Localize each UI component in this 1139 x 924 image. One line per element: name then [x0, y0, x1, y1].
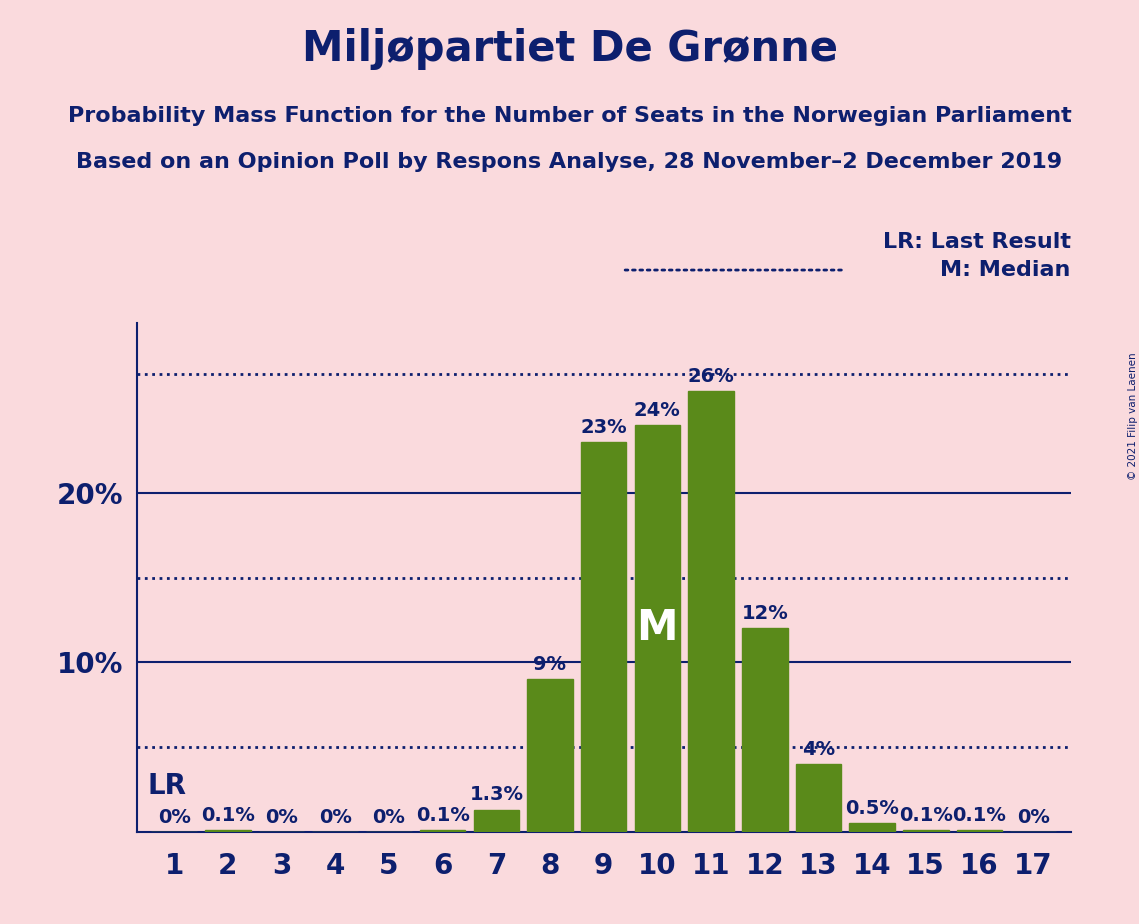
Bar: [903, 830, 949, 832]
Bar: [205, 830, 251, 832]
Bar: [634, 425, 680, 832]
Text: LR: Last Result: LR: Last Result: [883, 232, 1071, 252]
Text: LR: LR: [147, 772, 187, 800]
Text: © 2021 Filip van Laenen: © 2021 Filip van Laenen: [1129, 352, 1138, 480]
Text: 0%: 0%: [372, 808, 405, 826]
Text: 0.1%: 0.1%: [952, 806, 1007, 825]
Text: 0.1%: 0.1%: [416, 806, 469, 825]
Text: 0%: 0%: [319, 808, 352, 826]
Text: Miljøpartiet De Grønne: Miljøpartiet De Grønne: [302, 28, 837, 69]
Text: 23%: 23%: [581, 418, 626, 437]
Text: Based on an Opinion Poll by Respons Analyse, 28 November–2 December 2019: Based on an Opinion Poll by Respons Anal…: [76, 152, 1063, 173]
Bar: [527, 679, 573, 832]
Text: 26%: 26%: [688, 367, 735, 386]
Text: 9%: 9%: [533, 655, 566, 675]
Text: 0%: 0%: [158, 808, 190, 826]
Text: 0.1%: 0.1%: [899, 806, 952, 825]
Text: 12%: 12%: [741, 604, 788, 623]
Bar: [474, 809, 519, 832]
Bar: [795, 764, 842, 832]
Text: Probability Mass Function for the Number of Seats in the Norwegian Parliament: Probability Mass Function for the Number…: [67, 106, 1072, 127]
Text: 0.5%: 0.5%: [845, 799, 899, 818]
Text: 0.1%: 0.1%: [200, 806, 255, 825]
Text: 0%: 0%: [265, 808, 298, 826]
Text: 0%: 0%: [1017, 808, 1049, 826]
Text: M: Median: M: Median: [941, 260, 1071, 280]
Bar: [957, 830, 1002, 832]
Bar: [420, 830, 466, 832]
Text: 24%: 24%: [634, 401, 681, 419]
Text: M: M: [637, 607, 678, 650]
Bar: [741, 628, 787, 832]
Bar: [581, 442, 626, 832]
Text: 4%: 4%: [802, 740, 835, 759]
Text: 1.3%: 1.3%: [469, 785, 523, 805]
Bar: [850, 823, 895, 832]
Bar: [688, 391, 734, 832]
